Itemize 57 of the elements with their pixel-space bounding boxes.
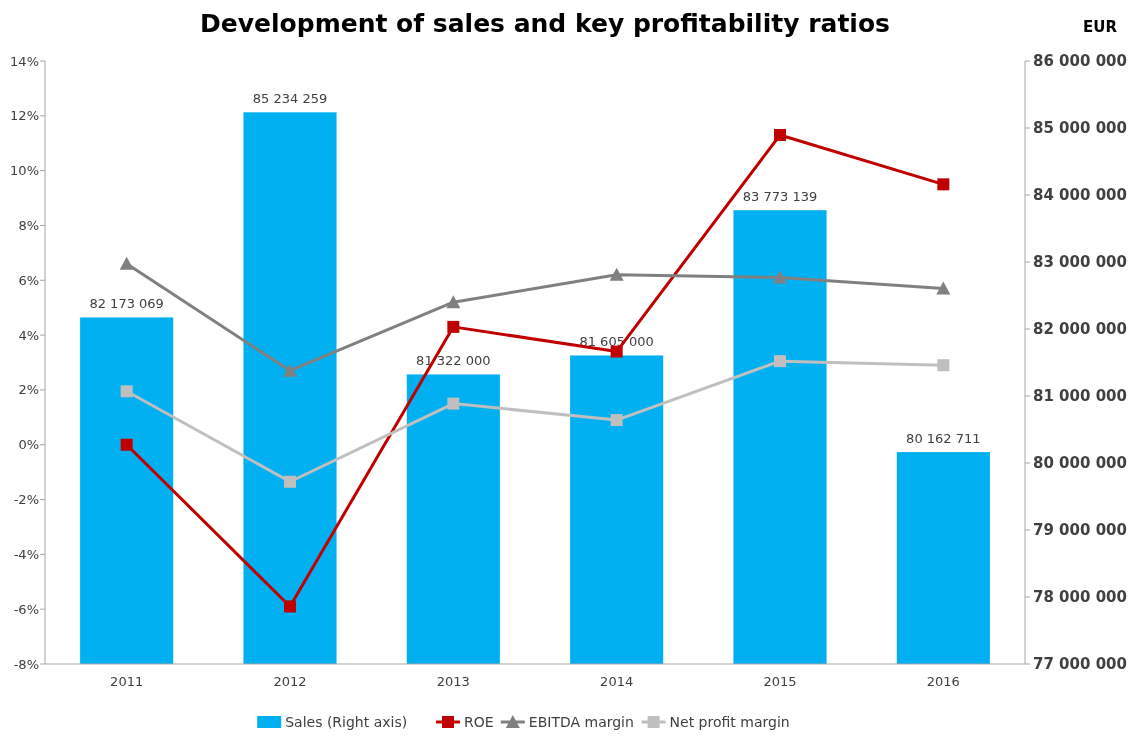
- data-label: 82 173 069: [89, 296, 164, 312]
- y-tick-label: -8%: [13, 656, 39, 672]
- legend-label: Net profit margin: [669, 713, 790, 730]
- point: [447, 320, 460, 333]
- y-tick-label: 14%: [10, 53, 39, 69]
- y2-tick-label: 82 000 000: [1033, 320, 1127, 339]
- data-label: 85 234 259: [252, 91, 328, 107]
- y2-tick-label: 78 000 000: [1033, 588, 1127, 607]
- x-tick-label: 2012: [273, 674, 307, 689]
- point: [447, 397, 460, 410]
- legend-label: EBITDA margin: [528, 713, 634, 730]
- point: [284, 475, 296, 488]
- point: [120, 385, 133, 398]
- y-tick-label: 0%: [18, 437, 39, 453]
- x-tick-label: 2013: [436, 674, 470, 689]
- point: [446, 295, 461, 309]
- y2-tick-label: 80 000 000: [1033, 454, 1127, 473]
- point: [936, 281, 951, 295]
- y-tick-label: -2%: [13, 492, 39, 508]
- point: [774, 129, 786, 142]
- point: [119, 256, 134, 270]
- x-tick-label: 2015: [763, 674, 797, 689]
- x-tick-label: 2011: [110, 674, 144, 689]
- point: [609, 267, 624, 281]
- point: [610, 414, 623, 427]
- y2-tick-label: 85 000 000: [1033, 119, 1127, 138]
- x-tick-label: 2016: [926, 674, 960, 689]
- y-tick-label: -6%: [13, 601, 39, 617]
- y-tick-label: 8%: [18, 218, 39, 233]
- y2-tick-label: 81 000 000: [1033, 387, 1127, 406]
- point: [284, 600, 296, 613]
- point: [283, 363, 297, 377]
- legend-label: ROE: [464, 713, 494, 730]
- data-label: 80 162 711: [906, 431, 981, 447]
- y-tick-label: 10%: [10, 163, 39, 179]
- y-tick-label: 6%: [18, 272, 39, 288]
- data-label: 81 322 000: [416, 353, 491, 369]
- y2-tick-label: 84 000 000: [1033, 186, 1127, 205]
- y-tick-label: 4%: [18, 327, 39, 343]
- y2-tick-label: 86 000 000: [1033, 52, 1127, 71]
- y-tick-label: -4%: [13, 546, 39, 562]
- point: [120, 438, 133, 451]
- legend-label: Sales (Right axis): [285, 713, 408, 730]
- chart-title: Development of sales and key profitability ratios: [200, 9, 890, 38]
- point: [774, 355, 786, 368]
- point: [937, 178, 950, 191]
- x-tick-label: 2014: [600, 674, 634, 689]
- y2-tick-label: 79 000 000: [1033, 521, 1127, 540]
- y-tick-label: 12%: [10, 108, 39, 124]
- y-tick-label: 2%: [18, 382, 39, 398]
- y2-tick-label: 77 000 000: [1033, 655, 1127, 674]
- y2-tick-label: 83 000 000: [1033, 253, 1127, 272]
- data-label: 83 773 139: [742, 189, 818, 205]
- y2-axis-title: EUR: [1083, 18, 1118, 36]
- point: [773, 270, 787, 284]
- point: [610, 345, 623, 358]
- point: [937, 359, 950, 372]
